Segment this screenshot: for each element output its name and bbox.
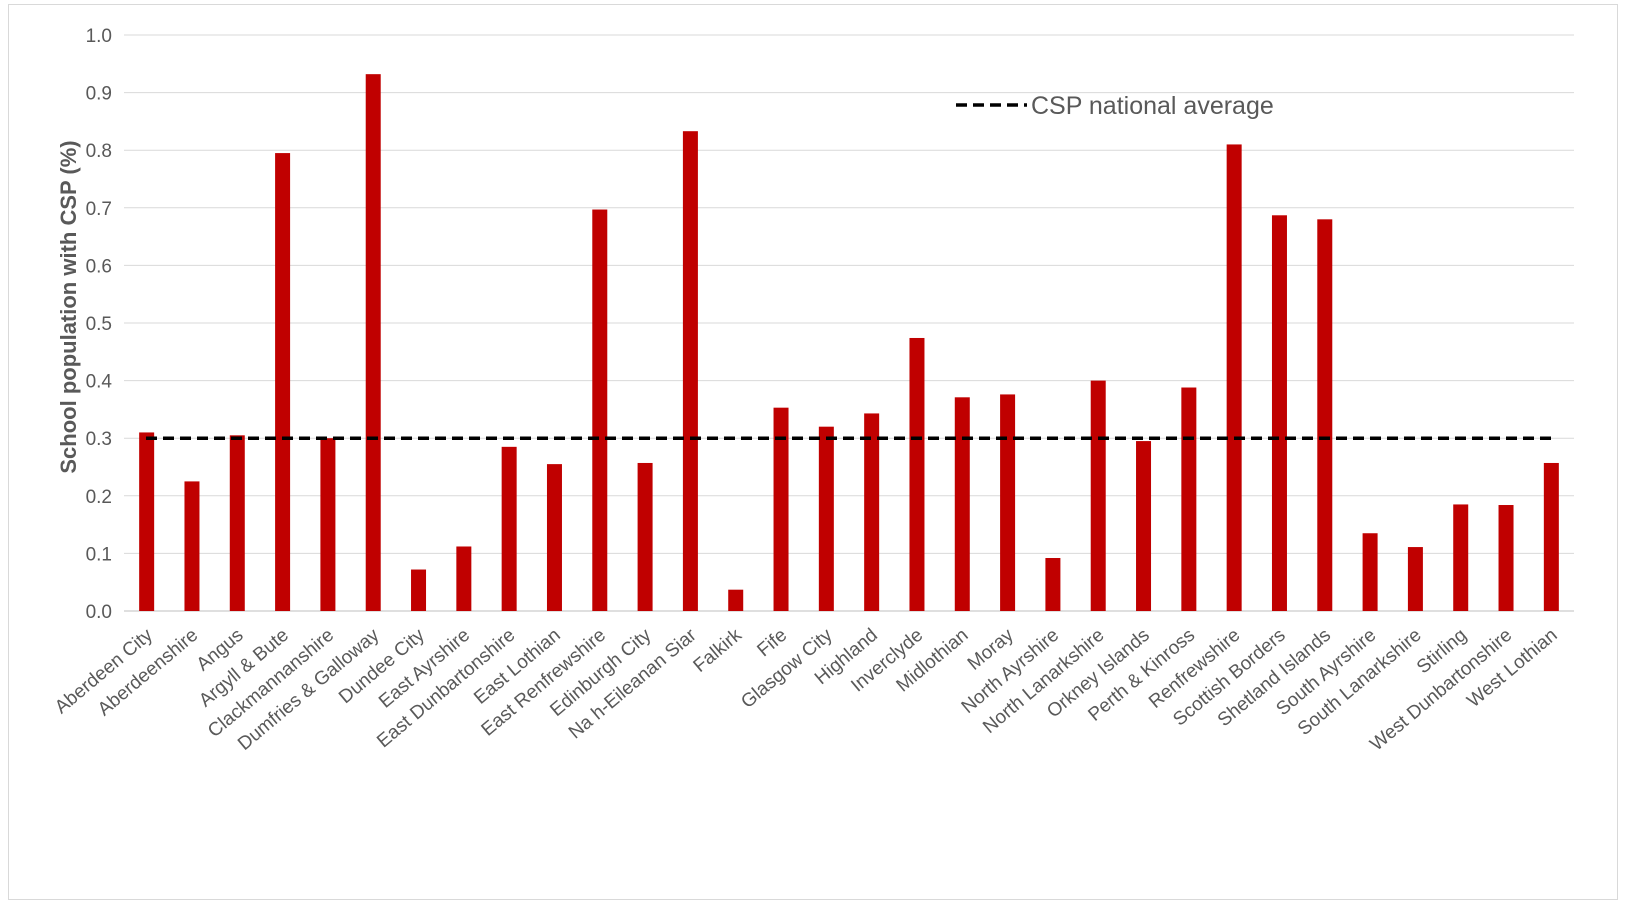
- bar: [1000, 394, 1016, 611]
- y-tick-label: 0.0: [86, 602, 112, 623]
- bar: [365, 74, 381, 612]
- bar: [818, 426, 834, 611]
- x-tick-label: Falkirk: [690, 624, 747, 676]
- bar: [275, 153, 291, 611]
- y-tick-label: 0.6: [86, 256, 112, 277]
- y-tick-label: 0.9: [86, 84, 112, 105]
- bar: [1498, 505, 1514, 611]
- bar: [1543, 462, 1559, 611]
- bar: [1226, 144, 1242, 611]
- bar: [229, 435, 245, 611]
- bar: [728, 589, 744, 611]
- bar: [954, 397, 970, 611]
- bar: [1136, 441, 1152, 611]
- bar: [1181, 387, 1197, 611]
- y-tick-label: 0.2: [86, 487, 112, 508]
- bar: [1090, 380, 1106, 611]
- bar: [184, 481, 200, 611]
- bar: [1045, 558, 1061, 611]
- bar-chart: 0.0 0.1 0.2 0.3 0.4 0.5 0.6 0.7 0.8 0.9 1.0 Aberde…: [51, 26, 1574, 755]
- bar: [1407, 547, 1423, 611]
- gridlines: [124, 34, 1574, 612]
- bar: [909, 337, 925, 611]
- bars: [139, 74, 1559, 612]
- bar: [592, 209, 608, 611]
- bar: [501, 446, 517, 611]
- bar: [456, 546, 472, 611]
- y-tick-label: 0.5: [86, 314, 112, 335]
- y-tick-label: 0.7: [86, 199, 112, 220]
- bar: [637, 462, 653, 611]
- y-tick-label: 0.4: [86, 372, 113, 393]
- bar: [1453, 504, 1469, 611]
- chart-frame: 0.0 0.1 0.2 0.3 0.4 0.5 0.6 0.7 0.8 0.9 1.0 Aberde…: [8, 4, 1618, 900]
- y-tick-labels: 0.0 0.1 0.2 0.3 0.4 0.5 0.6 0.7 0.8 0.9 1.0: [86, 26, 113, 623]
- bar: [1362, 533, 1378, 611]
- bar: [682, 131, 698, 611]
- y-tick-label: 0.8: [86, 141, 112, 162]
- bar: [411, 569, 427, 611]
- bar: [1271, 215, 1287, 611]
- y-axis-title: School population with CSP (%): [56, 140, 81, 473]
- bar: [864, 413, 880, 611]
- bar: [773, 407, 789, 611]
- y-tick-label: 0.3: [86, 429, 112, 450]
- legend: CSP national average: [956, 92, 1274, 120]
- y-tick-label: 1.0: [86, 26, 112, 47]
- bar: [1317, 219, 1333, 611]
- y-tick-label: 0.1: [86, 544, 112, 565]
- bar: [546, 464, 562, 611]
- legend-label: CSP national average: [1031, 92, 1274, 120]
- bar: [139, 432, 155, 611]
- bar: [320, 438, 336, 611]
